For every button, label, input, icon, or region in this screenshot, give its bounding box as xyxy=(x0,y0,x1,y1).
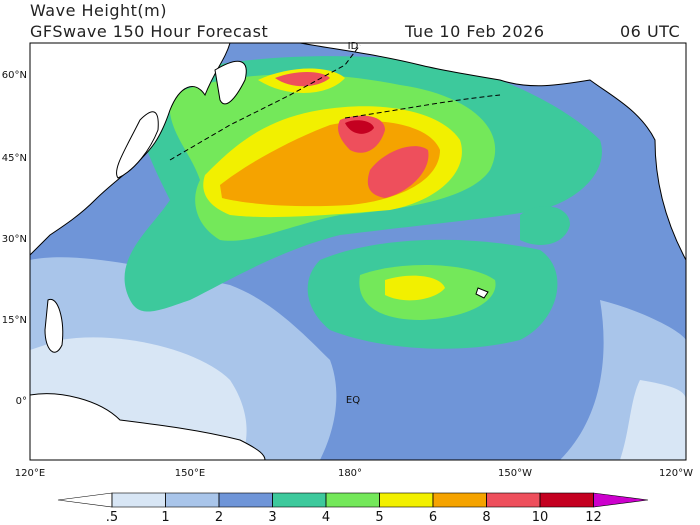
axes: 60°N 45°N 30°N 15°N 0° 120°E 150°E 180° 150°W 120… xyxy=(2,41,693,479)
colorbar-label: 12 xyxy=(585,510,602,525)
colorbar-label: 5 xyxy=(375,510,383,525)
colorbar-cap xyxy=(593,492,649,508)
time: 06 UTC xyxy=(620,22,680,41)
colorbar-swatch xyxy=(272,492,327,508)
land-japan xyxy=(116,111,159,179)
colorbar-swatch xyxy=(486,492,541,508)
colorbar-label: 3 xyxy=(268,510,276,525)
land-philippines xyxy=(44,298,64,353)
lat-label: 15°N xyxy=(2,315,27,326)
colorbar-label: .5 xyxy=(106,510,118,525)
colorbar: .5 1 2 3 4 5 6 8 10 12 xyxy=(57,492,649,525)
lat-label: 45°N xyxy=(2,153,27,164)
colorbar-swatch xyxy=(218,492,273,508)
colorbar-swatch xyxy=(165,492,220,508)
title: Wave Height(m) xyxy=(30,1,167,20)
colorbar-label: 2 xyxy=(215,510,223,525)
land-alaska xyxy=(299,43,686,261)
lat-label: 30°N xyxy=(2,234,27,245)
colorbar-label: 8 xyxy=(482,510,490,525)
colorbar-swatch xyxy=(111,492,166,508)
colorbar-cap xyxy=(57,492,113,508)
land-hawaii xyxy=(475,287,489,299)
wave-area xyxy=(345,120,374,134)
map-annotation: ID xyxy=(348,41,359,52)
map-annotation: EQ xyxy=(346,395,360,406)
date: Tue 10 Feb 2026 xyxy=(404,22,545,41)
map xyxy=(30,43,686,460)
lat-label: 0° xyxy=(16,396,27,407)
colorbar-label: 6 xyxy=(429,510,437,525)
lon-label: 180° xyxy=(338,468,362,479)
wave-area xyxy=(520,206,570,245)
subtitle: GFSwave 150 Hour Forecast xyxy=(30,22,268,41)
colorbar-label: 10 xyxy=(532,510,549,525)
colorbar-swatch xyxy=(379,492,434,508)
land-kamchatka xyxy=(214,60,247,105)
lon-label: 120°E xyxy=(15,468,45,479)
lat-label: 60°N xyxy=(2,70,27,81)
lon-label: 120°W xyxy=(659,468,693,479)
colorbar-swatch xyxy=(432,492,487,508)
wave-area xyxy=(367,146,429,198)
land-oceania xyxy=(30,393,266,460)
wave-area xyxy=(275,72,330,87)
colorbar-label: 4 xyxy=(322,510,330,525)
lon-label: 150°E xyxy=(175,468,205,479)
wave-area xyxy=(620,380,686,460)
wave-area xyxy=(385,275,445,301)
lon-label: 150°W xyxy=(498,468,532,479)
colorbar-swatch xyxy=(325,492,380,508)
map-frame xyxy=(29,42,687,461)
boundary-line xyxy=(169,44,501,161)
colorbar-swatch xyxy=(539,492,594,508)
colorbar-label: 1 xyxy=(161,510,169,525)
